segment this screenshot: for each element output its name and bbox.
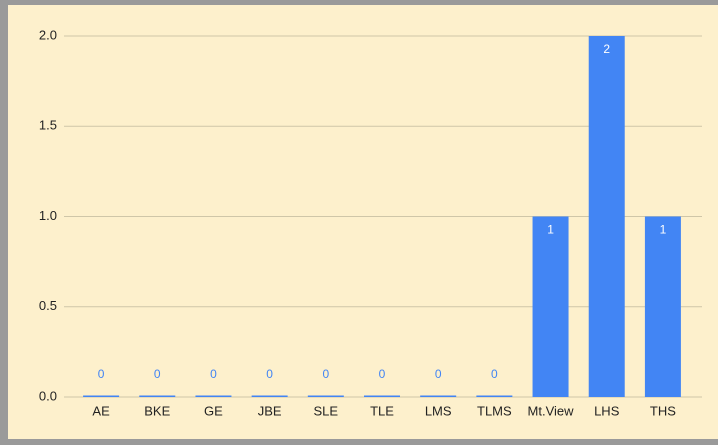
data-label: 2	[603, 42, 610, 56]
y-tick-label: 1.0	[39, 208, 57, 223]
y-tick-label: 2.0	[39, 27, 57, 42]
x-tick-label: LMS	[425, 403, 452, 418]
y-tick-label: 1.5	[39, 118, 57, 133]
bar	[532, 216, 569, 397]
bar	[307, 395, 344, 397]
bar	[364, 395, 400, 397]
y-tick-label: 0.5	[39, 298, 57, 313]
bar	[476, 395, 513, 397]
bar	[644, 216, 681, 397]
data-label: 1	[660, 223, 667, 237]
y-tick-label: 0.0	[39, 388, 57, 403]
x-tick-label: TLE	[370, 403, 394, 418]
data-label: 0	[491, 367, 498, 381]
data-label: 0	[210, 367, 217, 381]
bar	[83, 395, 120, 397]
bar	[139, 395, 176, 397]
bar	[251, 395, 288, 397]
x-tick-label: SLE	[314, 403, 339, 418]
x-tick-label: GE	[204, 403, 223, 418]
x-tick-label: LHS	[594, 403, 620, 418]
data-label: 0	[98, 367, 105, 381]
bar	[195, 395, 232, 397]
bar	[588, 36, 625, 397]
x-tick-label: BKE	[144, 403, 170, 418]
x-tick-label: AE	[92, 403, 110, 418]
x-tick-label: TLMS	[477, 403, 512, 418]
data-label: 1	[547, 223, 554, 237]
data-label: 0	[154, 367, 161, 381]
x-tick-label: JBE	[258, 403, 282, 418]
data-label: 0	[379, 367, 386, 381]
data-label: 0	[266, 367, 273, 381]
data-label: 0	[322, 367, 329, 381]
x-tick-label: Mt.View	[528, 403, 575, 418]
x-tick-label: THS	[650, 403, 676, 418]
data-label: 0	[435, 367, 442, 381]
bar	[420, 395, 457, 397]
